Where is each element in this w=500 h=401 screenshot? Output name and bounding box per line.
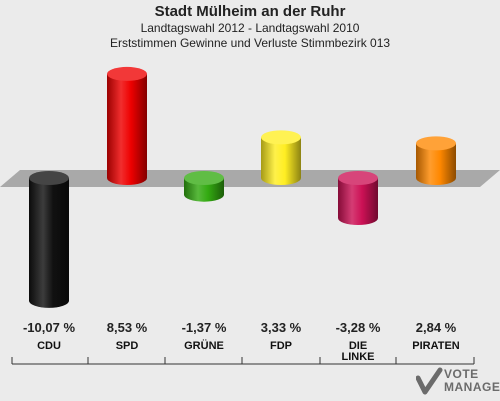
category-label-4: DIE LINKE	[342, 340, 375, 363]
bar-grüne	[184, 171, 224, 202]
category-label-3: FDP	[270, 340, 292, 352]
watermark-line1: VOTE	[444, 367, 479, 381]
value-label-0: -10,07 %	[23, 320, 75, 335]
bar-cdu	[29, 171, 69, 308]
bar-piraten	[416, 136, 456, 185]
vote-manager-watermark: VOTE MANAGER	[415, 366, 500, 396]
bar-die-linke	[338, 171, 378, 226]
category-label-2: GRÜNE	[184, 339, 224, 352]
value-label-2: -1,37 %	[182, 320, 227, 335]
vote-manager-logo-icon	[415, 367, 443, 395]
value-label-4: -3,28 %	[336, 320, 381, 335]
bar-spd	[107, 66, 147, 185]
value-label-5: 2,84 %	[416, 320, 457, 335]
bar-fdp	[261, 130, 301, 185]
chart-subtitle-election: Landtagswahl 2012 - Landtagswahl 2010	[140, 21, 360, 35]
category-label-1: SPD	[116, 340, 139, 352]
value-label-3: 3,33 %	[261, 320, 302, 335]
chart-header: Stadt Mülheim an der Ruhr Landtagswahl 2…	[0, 0, 500, 51]
category-label-0: CDU	[37, 340, 61, 352]
chart-subtitle-district: Erststimmen Gewinne und Verluste Stimmbe…	[109, 36, 391, 50]
category-label-5: PIRATEN	[412, 340, 460, 352]
chart-title: Stadt Mülheim an der Ruhr	[154, 3, 346, 20]
watermark-line2: MANAGER	[444, 380, 500, 394]
value-label-1: 8,53 %	[107, 320, 148, 335]
